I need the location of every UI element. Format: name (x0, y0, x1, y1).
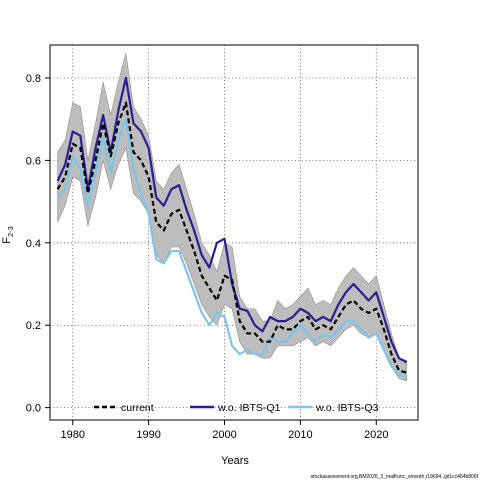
y-axis-title-main: F (1, 237, 13, 244)
x-tick-label-1990: 1990 (136, 429, 160, 441)
legend-label-q3: w.o. IBTS-Q3 (315, 402, 379, 414)
legend-label-q1: w.o. IBTS-Q1 (217, 402, 281, 414)
y-tick-label-0.4: 0.4 (26, 238, 41, 250)
y-tick-label-0.8: 0.8 (26, 73, 41, 85)
series-lines (56, 76, 408, 378)
confidence-band (57, 53, 407, 382)
x-tick-label-2020: 2020 (364, 429, 388, 441)
x-tick-label-2010: 2010 (288, 429, 312, 441)
x-tick-label-2000: 2000 (212, 429, 236, 441)
y-tick-label-0.2: 0.2 (26, 320, 41, 332)
y-tick-label-0: 0.0 (26, 403, 41, 415)
series-line-0 (56, 101, 407, 374)
y-tick-label-0.6: 0.6 (26, 155, 41, 167)
series-line-2 (56, 118, 407, 378)
legend-label-current: current (121, 402, 154, 414)
plot-frame (49, 44, 419, 421)
y-axis: 0.0 0.2 0.4 0.6 0.8 (26, 73, 50, 415)
legend: current w.o. IBTS-Q1 w.o. IBTS-Q3 (94, 402, 379, 414)
y-axis-title: F2-3 (1, 226, 15, 244)
x-axis: 1980 1990 2000 2010 2020 (61, 420, 389, 441)
x-axis-title: Years (221, 455, 249, 467)
x-tick-label-1980: 1980 (61, 429, 85, 441)
footer-source: stockassessment.org,BM2026_3_malfrunc_sm… (311, 474, 479, 480)
y-axis-title-subscript: 2-3 (6, 226, 15, 237)
grid-lines (50, 45, 418, 420)
